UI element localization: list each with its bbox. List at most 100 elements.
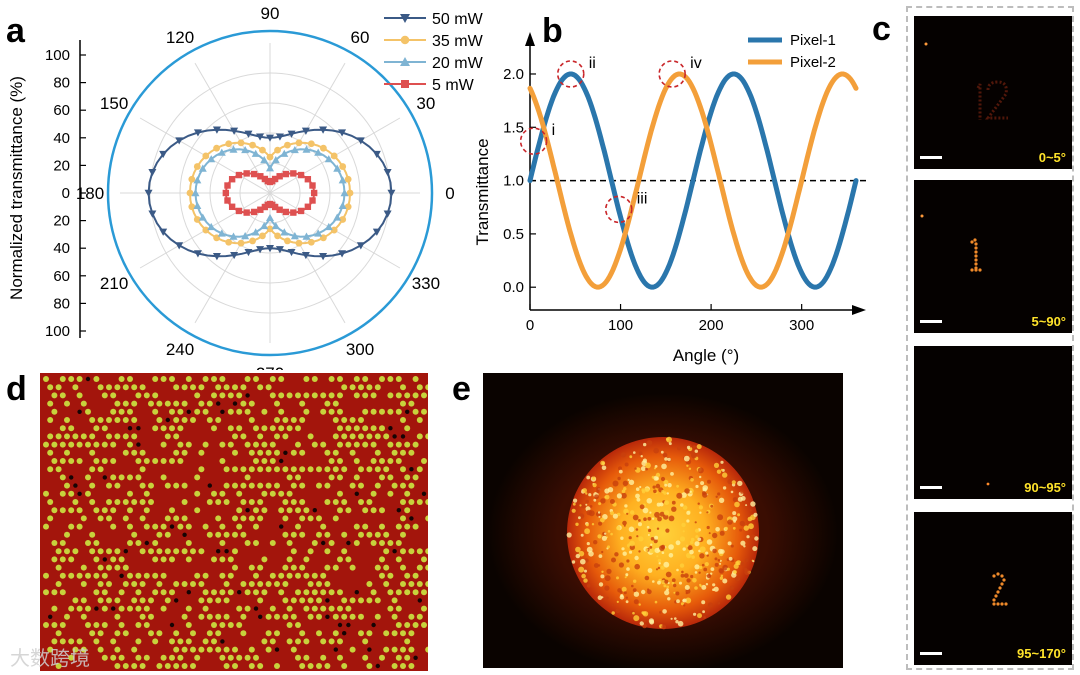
- array-defect: [73, 483, 78, 488]
- array-pixel: [425, 384, 428, 391]
- speckle-dot: [624, 504, 628, 508]
- array-pixel: [55, 581, 62, 587]
- array-defect: [354, 491, 359, 496]
- speckle-dot: [650, 537, 655, 541]
- array-pixel: [139, 613, 146, 620]
- array-pixel: [232, 466, 238, 473]
- speckle-dot: [717, 492, 721, 496]
- array-pixel: [379, 376, 385, 382]
- polar-point: [266, 225, 274, 233]
- array-pixel: [148, 613, 154, 620]
- array-pixel: [337, 458, 343, 464]
- array-pixel: [353, 474, 360, 481]
- array-pixel: [118, 474, 125, 481]
- array-pixel: [412, 572, 419, 579]
- micrograph-5-90: 5~90°: [914, 180, 1072, 333]
- array-pixel: [156, 417, 163, 423]
- array-pixel: [370, 458, 377, 464]
- array-defect: [400, 434, 406, 439]
- array-pixel: [135, 458, 142, 464]
- array-pixel: [232, 449, 238, 456]
- array-pixel: [223, 466, 230, 473]
- polar-point: [193, 129, 202, 137]
- array-pixel: [282, 417, 289, 423]
- array-pixel: [173, 646, 180, 653]
- array-pixel: [114, 417, 121, 423]
- array-defect: [405, 409, 410, 414]
- speckle-dot: [645, 462, 651, 469]
- speckle-dot: [594, 494, 599, 500]
- speckle-dot: [660, 565, 665, 570]
- speckle-dot: [716, 469, 722, 474]
- array-pixel: [303, 572, 310, 579]
- array-pixel: [261, 589, 268, 596]
- array-pixel: [152, 376, 159, 382]
- speckle-dot: [663, 584, 667, 588]
- array-defect: [409, 467, 414, 472]
- array-pixel: [127, 572, 133, 579]
- array-pixel: [353, 458, 360, 464]
- array-pixel: [160, 458, 167, 464]
- polar-point: [212, 253, 221, 261]
- array-pixel: [106, 482, 112, 489]
- array-pixel: [253, 589, 259, 596]
- speckle-dot: [706, 573, 712, 579]
- array-defect: [77, 491, 82, 496]
- speckle-dot: [697, 502, 700, 505]
- speckle-dot: [617, 476, 621, 481]
- speckle-dot: [625, 573, 629, 577]
- speckle-dot: [597, 595, 603, 600]
- array-pixel: [345, 425, 352, 432]
- array-pixel: [299, 531, 306, 538]
- array-defect: [169, 622, 175, 628]
- array-pixel: [383, 646, 390, 653]
- array-pixel: [345, 507, 352, 514]
- speckle-dot: [639, 485, 642, 489]
- polar-point: [330, 152, 338, 160]
- array-pixel: [139, 515, 146, 522]
- array-pixel: [110, 408, 117, 415]
- speckle-dot: [683, 604, 686, 607]
- speckle-dot: [638, 550, 641, 553]
- array-pixel: [311, 589, 318, 596]
- array-defect: [337, 622, 343, 628]
- array-pixel: [316, 515, 322, 522]
- polar-point: [256, 133, 265, 141]
- array-pixel: [269, 392, 276, 399]
- array-pixel: [152, 458, 159, 464]
- array-pixel: [173, 433, 180, 440]
- polar-point: [290, 232, 299, 240]
- speckle-dot: [591, 523, 595, 526]
- array-pixel: [349, 433, 356, 440]
- polar-point: [260, 221, 269, 230]
- array-pixel: [97, 581, 104, 587]
- array-pixel: [337, 392, 343, 399]
- speckle-dot: [699, 511, 702, 514]
- array-pixel: [282, 581, 289, 587]
- polar-point: [295, 139, 303, 147]
- array-pixel: [408, 449, 415, 456]
- polar-y-tick-label: 100: [45, 323, 70, 340]
- array-pixel: [59, 490, 66, 497]
- array-pixel: [404, 507, 411, 514]
- array-pixel: [89, 630, 96, 637]
- array-pixel: [395, 408, 402, 415]
- array-defect: [182, 532, 187, 537]
- array-pixel: [80, 400, 87, 407]
- speckle-dot: [685, 588, 691, 594]
- array-pixel: [383, 564, 390, 571]
- array-pixel: [139, 449, 146, 456]
- array-pixel: [194, 654, 201, 661]
- speckle-dot: [686, 464, 689, 467]
- array-pixel: [160, 605, 167, 612]
- array-pixel: [240, 499, 247, 505]
- polar-point: [222, 189, 230, 197]
- array-pixel: [379, 540, 385, 546]
- array-pixel: [227, 572, 234, 579]
- speckle-dot: [622, 551, 627, 556]
- speckle-dot: [636, 535, 639, 538]
- speckle-dot: [633, 599, 639, 605]
- panel-c-frame: [906, 6, 1074, 670]
- array-defect: [396, 508, 401, 513]
- array-pixel: [76, 507, 83, 514]
